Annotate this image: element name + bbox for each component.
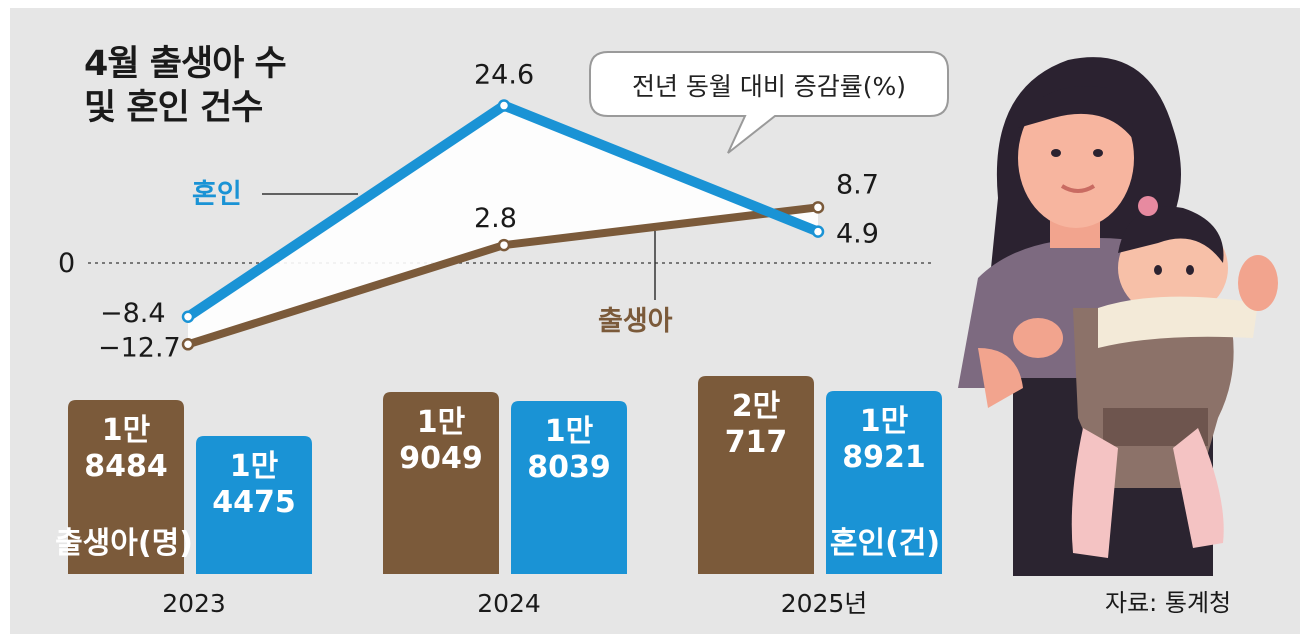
bar-series-label-marriage: 혼인(건) (830, 526, 940, 561)
category-label: 2023 (162, 589, 226, 618)
bar-value-label: 8921 (842, 440, 926, 475)
bar-value-label: 1만 (102, 413, 151, 448)
bar-value-label: 1만 (545, 414, 594, 449)
line-series-group (181, 99, 825, 351)
line-value-labels: −12.7 2.8 8.7 −8.4 24.6 4.9 (98, 60, 879, 364)
area-between-lines (188, 105, 818, 345)
data-label: 8.7 (836, 169, 879, 200)
title-line-2: 및 혼인 건수 (84, 88, 263, 128)
title-line-1: 4월 출생아 수 (84, 44, 287, 84)
bar-group: 1만84841만90492만7171만44751만80391만8921출생아(명… (55, 376, 942, 574)
category-label: 2025년 (781, 589, 868, 618)
bar-series-label-birth: 출생아(명) (55, 526, 193, 561)
bar-value-label: 1만 (230, 449, 279, 484)
data-point (497, 99, 511, 112)
data-label: −8.4 (100, 298, 166, 329)
bar (511, 401, 627, 574)
category-labels: 2023 2024 2025년 (162, 589, 867, 618)
data-point (811, 201, 825, 214)
bar (826, 391, 942, 574)
data-point (181, 310, 195, 324)
bar-value-label: 8484 (84, 449, 168, 484)
category-label: 2024 (477, 589, 541, 618)
bar-value-label: 2만 (732, 389, 781, 424)
source-note: 자료: 통계청 (1105, 589, 1232, 617)
bar-value-label: 1만 (860, 404, 909, 439)
bar-value-label: 8039 (527, 450, 611, 485)
mother-holding-baby-illustration (958, 57, 1278, 576)
data-label: −12.7 (98, 332, 181, 363)
callout-text: 전년 동월 대비 증감률(%) (632, 72, 906, 101)
bar (383, 392, 499, 574)
marriage-series-label: 혼인 (192, 179, 242, 210)
data-point (497, 238, 511, 252)
bar-value-label: 4475 (212, 485, 296, 520)
data-label: 2.8 (474, 203, 517, 234)
birth-series-label: 출생아 (598, 306, 673, 337)
data-point (811, 225, 825, 238)
bar-value-label: 1만 (417, 405, 466, 440)
callout-bubble: 전년 동월 대비 증감률(%) (589, 51, 949, 154)
data-label: 4.9 (836, 219, 879, 250)
bar (68, 400, 184, 574)
bar-value-label: 717 (725, 425, 788, 460)
bar (698, 376, 814, 574)
chart-title: 4월 출생아 수 및 혼인 건수 (84, 42, 287, 130)
data-label: 24.6 (474, 60, 534, 91)
data-point (181, 338, 195, 351)
bar-value-label: 9049 (399, 441, 483, 476)
zero-label: 0 (58, 248, 75, 279)
bar (196, 436, 312, 574)
